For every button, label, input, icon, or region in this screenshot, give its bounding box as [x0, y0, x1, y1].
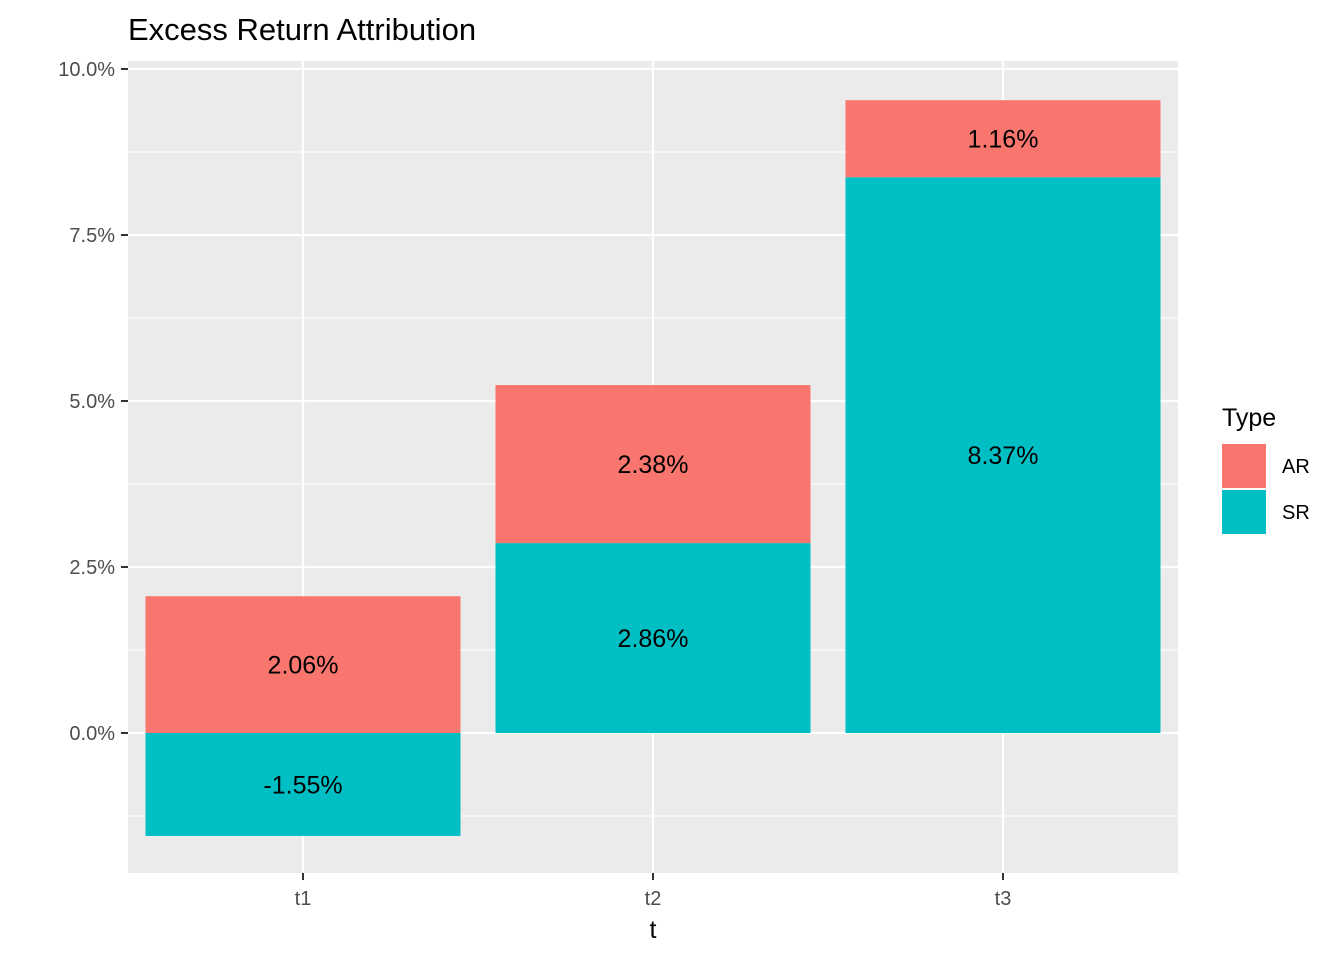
bar-label-ar-t2: 2.38% — [618, 451, 689, 479]
bar-label-sr-t2: 2.86% — [618, 625, 689, 653]
bar-label-sr-t1: -1.55% — [263, 771, 342, 799]
y-tick-label: 10.0% — [58, 59, 115, 81]
x-tick-label: t1 — [295, 888, 312, 910]
y-tick-label: 0.0% — [69, 723, 115, 745]
legend-items: AR SR — [1222, 444, 1310, 534]
bar-sr-t1 — [145, 733, 461, 836]
legend-label-ar: AR — [1282, 456, 1310, 478]
bar-ar-t1 — [145, 596, 461, 733]
bar-label-sr-t3: 8.37% — [968, 442, 1039, 470]
bar-ar-t2 — [495, 385, 811, 544]
bar-label-ar-t3: 1.16% — [968, 126, 1039, 154]
chart-title: Excess Return Attribution — [128, 12, 476, 47]
y-tick-label: 2.5% — [69, 557, 115, 579]
legend: Type AR SR — [1222, 404, 1310, 534]
x-tick-label: t3 — [995, 888, 1012, 910]
x-tick-label: t2 — [645, 888, 662, 910]
legend-key-ar — [1222, 444, 1266, 488]
x-axis-title: t — [650, 916, 657, 944]
bars — [145, 100, 1161, 836]
bar-sr-t3 — [845, 177, 1161, 733]
bar-labels: -1.55% 2.06% 2.86% 2.38% 8.37% 1.16% — [263, 126, 1038, 800]
legend-label-sr: SR — [1282, 502, 1310, 524]
bar-sr-t2 — [495, 543, 811, 733]
bar-label-ar-t1: 2.06% — [268, 652, 339, 680]
y-axis: 0.0% 2.5% 5.0% 7.5% 10.0% — [58, 59, 128, 745]
x-axis: t1 t2 t3 — [295, 873, 1012, 910]
legend-key-sr — [1222, 490, 1266, 534]
y-tick-label: 5.0% — [69, 391, 115, 413]
bar-ar-t3 — [845, 100, 1161, 178]
y-tick-label: 7.5% — [69, 225, 115, 247]
legend-title: Type — [1222, 404, 1276, 432]
